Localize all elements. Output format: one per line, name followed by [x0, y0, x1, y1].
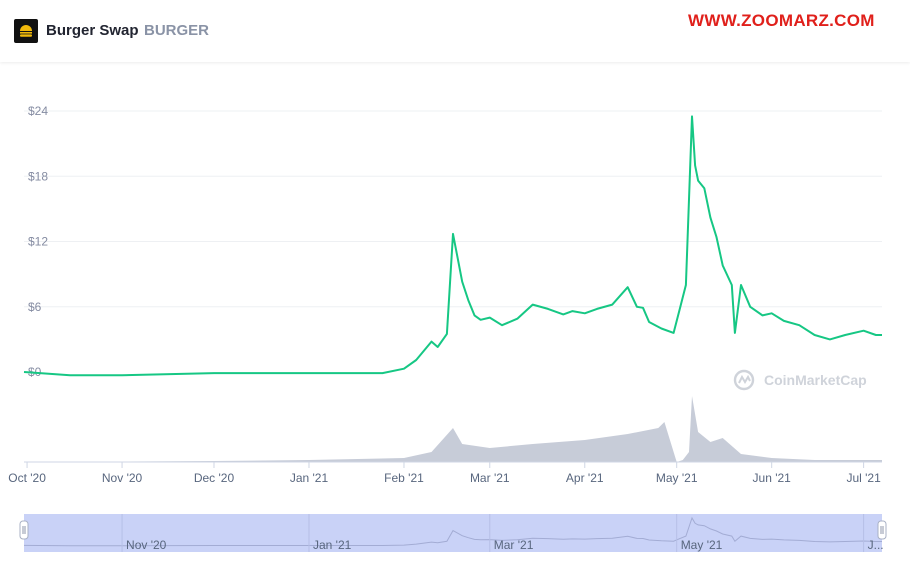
y-tick-label: $18 [28, 169, 48, 183]
navigator-tick-label: Mar '21 [494, 538, 534, 552]
x-tick-label: Mar '21 [470, 471, 510, 485]
coin-header: Burger Swap BURGER WWW.ZOOMARZ.COM [0, 0, 910, 62]
volume-area [24, 396, 882, 462]
coin-name: Burger Swap [46, 22, 139, 39]
burger-swap-logo-icon [14, 19, 38, 43]
price-series [23, 115, 882, 377]
navigator-tick-label: Nov '20 [126, 538, 167, 552]
x-tick-label: May '21 [656, 471, 698, 485]
x-tick-label: Oct '20 [8, 471, 46, 485]
coinmarketcap-text: CoinMarketCap [764, 372, 867, 388]
x-axis: Oct '20 Nov '20 Dec '20 Jan '21 Feb '21 Mar '… [8, 461, 882, 485]
x-tick-label: Feb '21 [384, 471, 424, 485]
x-tick-label: Jul '21 [846, 471, 881, 485]
navigator-right-handle[interactable] [877, 520, 887, 540]
y-axis-labels: $0$6$12$18$24 [28, 104, 48, 379]
price-line [23, 115, 882, 377]
site-watermark: WWW.ZOOMARZ.COM [688, 11, 875, 30]
y-tick-label: $6 [28, 300, 42, 314]
x-tick-label: Jan '21 [290, 471, 329, 485]
navigator-line [23, 516, 882, 547]
navigator-left-handle[interactable] [19, 520, 29, 540]
navigator-tick-label: May '21 [681, 538, 723, 552]
navigator-tick-label: J... [868, 538, 884, 552]
volume-bars [24, 396, 882, 462]
chart-gridlines [24, 110, 882, 308]
y-tick-label: $24 [28, 104, 48, 118]
x-tick-label: Apr '21 [566, 471, 604, 485]
navigator-tick-label: Jan '21 [313, 538, 352, 552]
x-tick-label: Nov '20 [102, 471, 143, 485]
coinmarketcap-logo-icon [733, 369, 755, 391]
navigator[interactable]: Nov '20 Jan '21 Mar '21 May '21 J... [19, 514, 887, 552]
y-tick-label: $12 [28, 235, 48, 249]
x-tick-label: Jun '21 [753, 471, 792, 485]
x-tick-label: Dec '20 [194, 471, 235, 485]
coin-symbol: BURGER [144, 22, 210, 39]
